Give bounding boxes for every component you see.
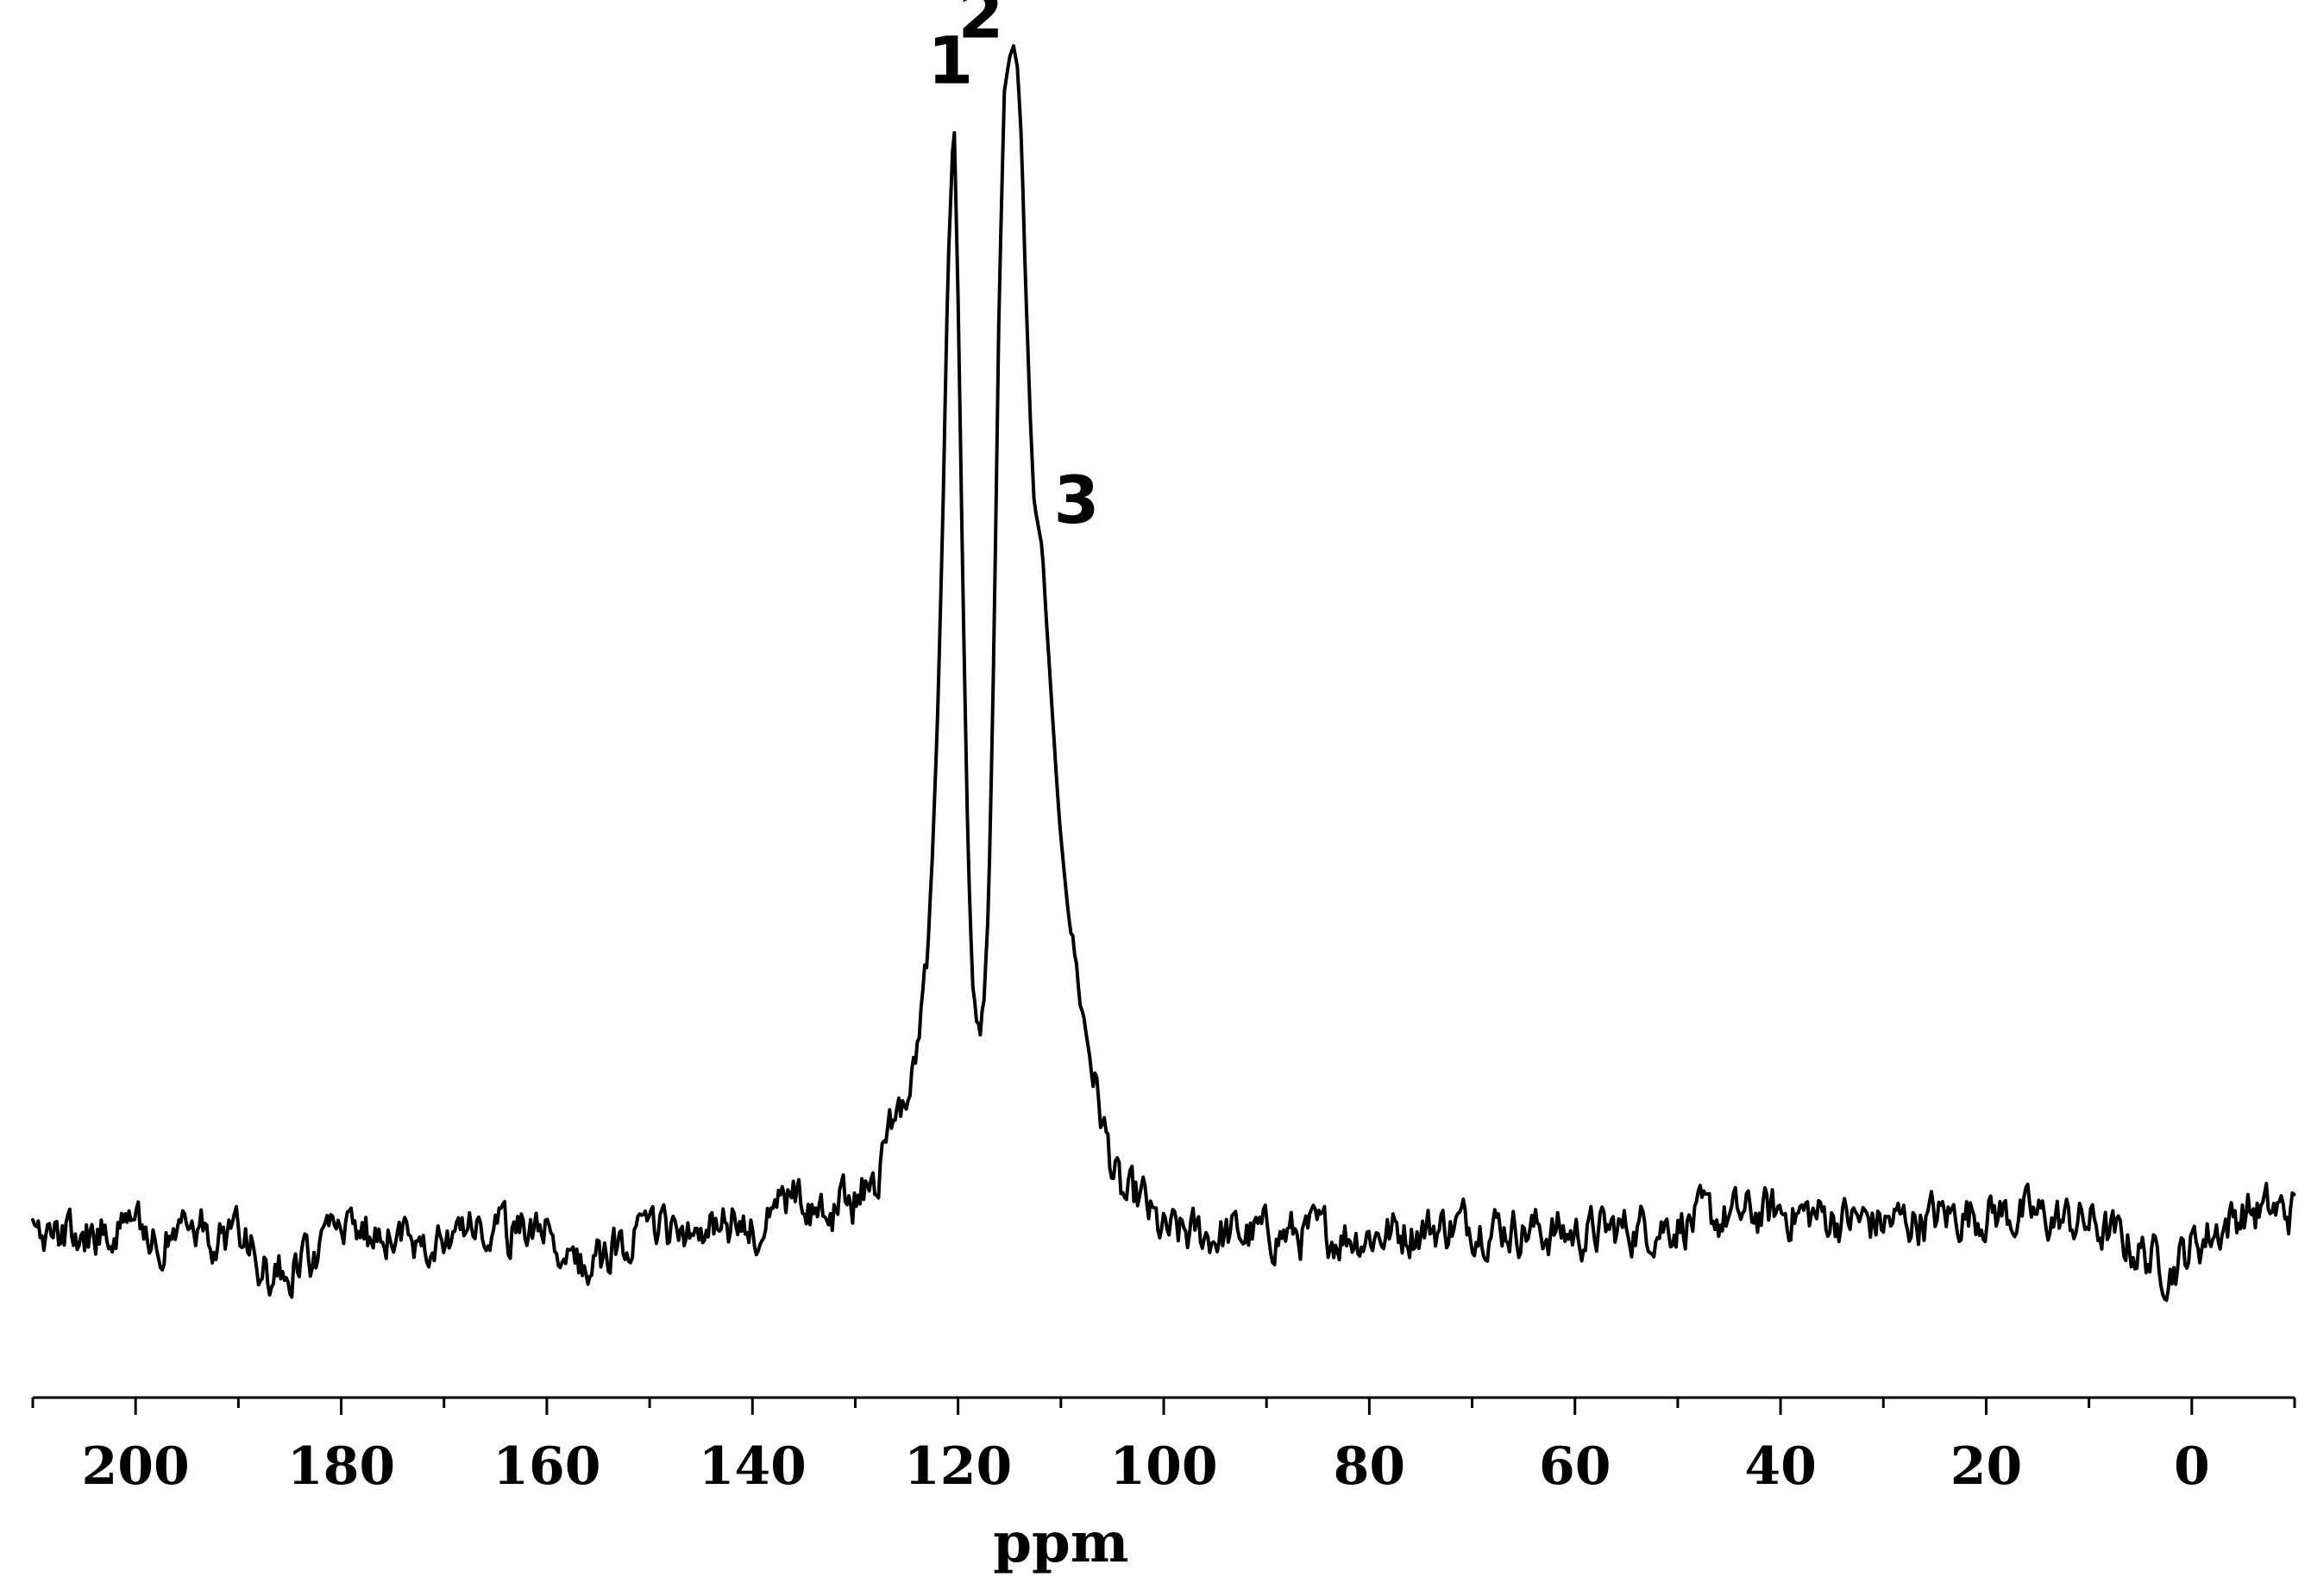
x-tick-label-120: 120 (904, 1436, 1012, 1497)
peak-label-3: 3 (1053, 462, 1099, 538)
x-tick-label-40: 40 (1744, 1436, 1817, 1497)
plot-area (31, 44, 2296, 1303)
x-tick-label-80: 80 (1334, 1436, 1406, 1497)
x-tick-label-160: 160 (493, 1436, 600, 1497)
x-tick-label-100: 100 (1109, 1436, 1217, 1497)
spectrum-line (31, 44, 2296, 1303)
x-tick-label-140: 140 (699, 1436, 807, 1497)
x-tick-label-20: 20 (1950, 1436, 2023, 1497)
x-axis-title: ppm (993, 1511, 1128, 1575)
peak-label-1: 1 (927, 22, 973, 99)
x-axis: 200 180 160 140 120 100 80 60 40 20 0 ppm (31, 1396, 2296, 1575)
peak-labels: 12 3 (927, 0, 1099, 538)
x-tick-label-0: 0 (2174, 1436, 2210, 1497)
x-tick-label-200: 200 (82, 1436, 190, 1497)
x-ticks (31, 1398, 2296, 1415)
x-tick-labels: 200 180 160 140 120 100 80 60 40 20 0 (82, 1436, 2210, 1497)
x-tick-label-180: 180 (287, 1436, 395, 1497)
x-tick-label-60: 60 (1539, 1436, 1611, 1497)
peak-label-2: 2 (958, 0, 1004, 53)
